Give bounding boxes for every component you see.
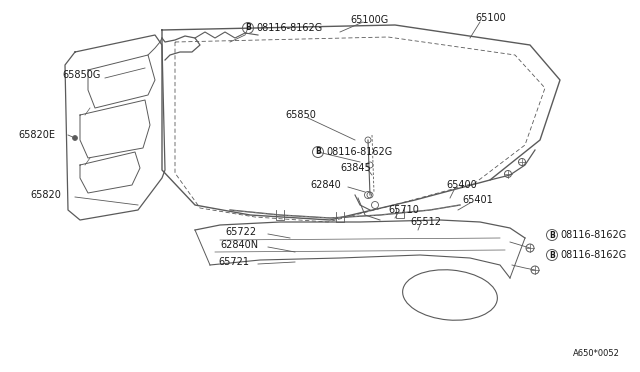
Text: 65400: 65400 [446,180,477,190]
Text: 65850G: 65850G [62,70,100,80]
Text: 65850: 65850 [285,110,316,120]
Text: 65512: 65512 [410,217,441,227]
Text: 08116-8162G: 08116-8162G [560,230,627,240]
Text: B: B [245,23,251,32]
Text: 65820E: 65820E [18,130,55,140]
Text: 65100: 65100 [475,13,506,23]
Circle shape [72,135,77,141]
Text: 62840N: 62840N [220,240,258,250]
Text: 65722: 65722 [225,227,256,237]
Text: 63845: 63845 [340,163,371,173]
Text: 65721: 65721 [218,257,249,267]
Text: B: B [549,250,555,260]
Text: 08116-8162G: 08116-8162G [326,147,392,157]
Text: 62840: 62840 [310,180,340,190]
Text: 65820: 65820 [30,190,61,200]
Text: 65401: 65401 [462,195,493,205]
Text: 08116-8162G: 08116-8162G [560,250,627,260]
Text: B: B [315,148,321,157]
Text: A650*0052: A650*0052 [573,349,620,358]
Text: 65710: 65710 [388,205,419,215]
Text: B: B [549,231,555,240]
Text: 08116-8162G: 08116-8162G [256,23,323,33]
Text: 65100G: 65100G [350,15,388,25]
